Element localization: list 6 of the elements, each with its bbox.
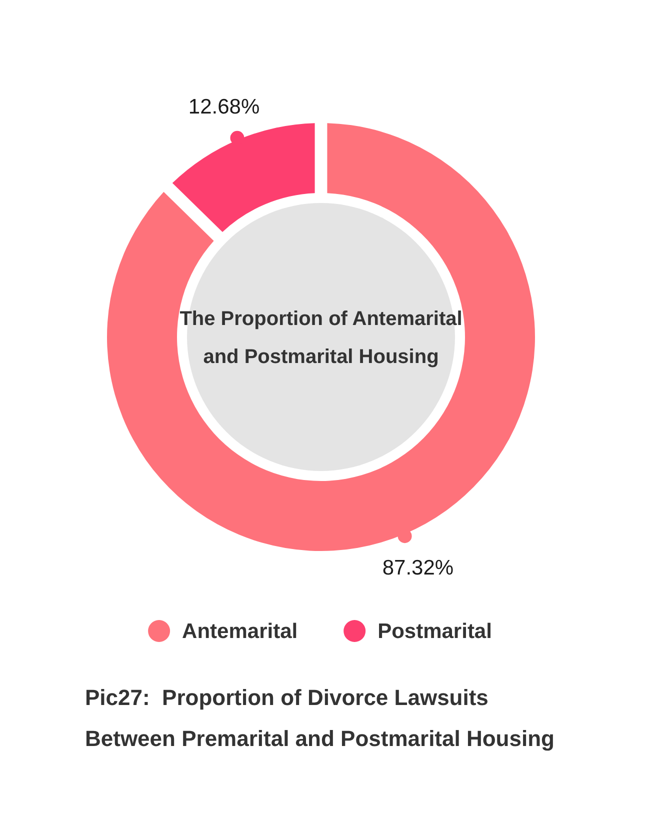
data-label: 12.68% (188, 96, 260, 119)
legend-label: Postmarital (378, 620, 492, 643)
text: Pic27: Proportion of Divorce Lawsuits Between Premarital and Postmarital Housing (85, 685, 554, 751)
legend-label: Antemarital (182, 620, 298, 643)
data-label: 87.32% (382, 556, 454, 580)
text: The Proportion of Antemarital and Postmarital Housing (180, 308, 462, 368)
